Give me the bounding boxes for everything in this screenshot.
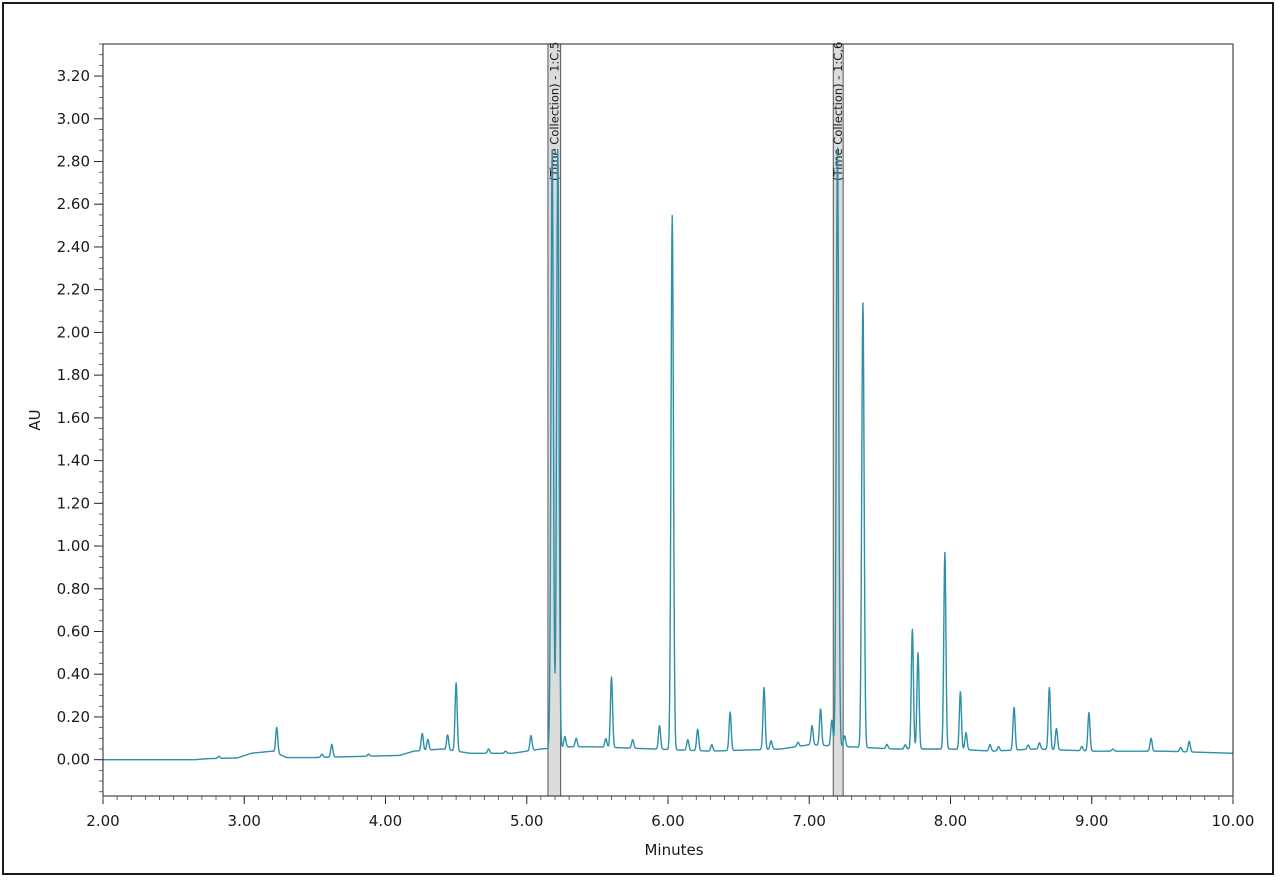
fraction-bands: (Time Collection) - 1:C,5 (Time Collectio… <box>547 42 845 797</box>
axes <box>102 43 1234 797</box>
y-tick-label: 1.80 <box>57 366 90 384</box>
plot-area <box>102 147 1234 761</box>
y-tick-label: 0.60 <box>57 623 90 641</box>
x-tick-label: 4.00 <box>369 812 402 830</box>
y-tick-label: 3.00 <box>57 110 90 128</box>
y-tick-label: 1.00 <box>57 537 90 555</box>
y-tick-label: 0.00 <box>57 751 90 769</box>
y-tick-label: 1.40 <box>57 452 90 470</box>
chromatogram-trace <box>102 147 1234 761</box>
x-axis-title: Minutes <box>644 841 703 859</box>
y-tick-label: 1.60 <box>57 409 90 427</box>
plot-border <box>102 43 1234 797</box>
y-tick-label: 2.80 <box>57 153 90 171</box>
axis-titles: Minutes AU <box>26 409 704 859</box>
fraction-band-label-1: (Time Collection) - 1:C,5 <box>547 42 561 181</box>
y-tick-label: 2.40 <box>57 238 90 256</box>
y-tick-label: 0.40 <box>57 665 90 683</box>
y-tick-label: 0.20 <box>57 708 90 726</box>
y-tick-label: 1.20 <box>57 494 90 512</box>
y-tick-label: 2.60 <box>57 195 90 213</box>
x-tick-label: 7.00 <box>793 812 826 830</box>
x-tick-label: 3.00 <box>228 812 261 830</box>
x-tick-label: 2.00 <box>86 812 119 830</box>
x-tick-label: 10.00 <box>1212 812 1255 830</box>
y-tick-label: 0.80 <box>57 580 90 598</box>
ticks: 2.00 3.00 4.00 5.00 6.00 7.00 8.00 9.00 10.00 0.0… <box>57 43 1255 830</box>
x-tick-label: 8.00 <box>934 812 967 830</box>
y-axis-title: AU <box>26 409 44 430</box>
y-tick-label: 2.00 <box>57 323 90 341</box>
x-tick-label: 6.00 <box>651 812 684 830</box>
x-tick-label: 9.00 <box>1075 812 1108 830</box>
fraction-band-label-2: (Time Collection) - 1:C,6 <box>831 42 845 181</box>
y-tick-label: 2.20 <box>57 281 90 299</box>
x-tick-label: 5.00 <box>510 812 543 830</box>
y-tick-label: 3.20 <box>57 67 90 85</box>
